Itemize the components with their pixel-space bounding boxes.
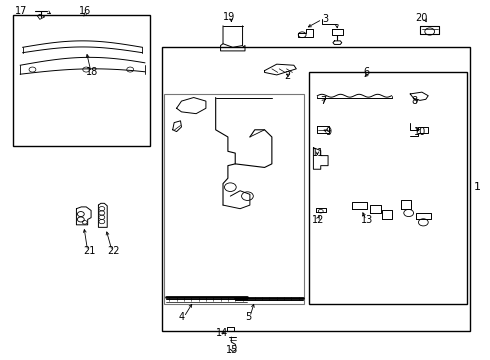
Text: 12: 12 <box>313 215 325 225</box>
Text: 16: 16 <box>79 6 91 17</box>
Text: 7: 7 <box>320 96 326 106</box>
Text: 21: 21 <box>83 246 95 256</box>
Text: 15: 15 <box>225 345 238 355</box>
Text: 19: 19 <box>223 12 235 22</box>
Text: 8: 8 <box>411 96 417 106</box>
Text: 10: 10 <box>414 127 426 136</box>
Text: 18: 18 <box>86 67 98 77</box>
Text: 9: 9 <box>326 127 332 136</box>
Text: 11: 11 <box>313 148 325 158</box>
Bar <box>13 15 150 146</box>
Text: 6: 6 <box>363 67 369 77</box>
Text: 2: 2 <box>284 71 291 81</box>
Bar <box>164 94 304 304</box>
Text: 20: 20 <box>415 13 427 23</box>
Bar <box>162 47 470 330</box>
Text: 14: 14 <box>216 328 228 338</box>
Text: 17: 17 <box>15 6 28 17</box>
Text: 1: 1 <box>474 182 481 192</box>
Text: 4: 4 <box>179 312 185 322</box>
Bar <box>309 72 467 304</box>
Text: 5: 5 <box>245 312 251 322</box>
Text: 22: 22 <box>107 246 120 256</box>
Text: 3: 3 <box>322 14 328 24</box>
Text: 13: 13 <box>361 215 373 225</box>
